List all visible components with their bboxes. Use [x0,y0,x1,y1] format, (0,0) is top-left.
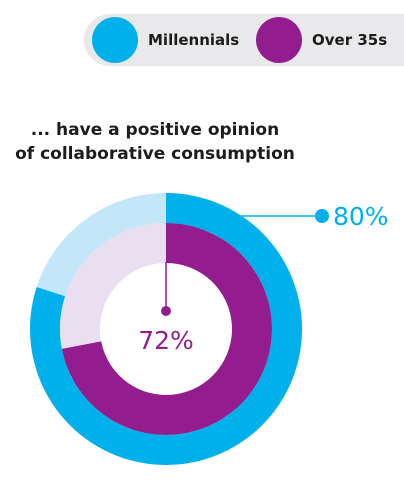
donut-slice-over-35s [61,223,273,436]
legend: Millennials Over 35s [84,14,404,66]
leader-dot-over-35s [161,306,171,316]
legend-item-over-35s: Over 35s [256,14,387,66]
legend-swatch-millennials [92,17,138,63]
legend-item-millennials: Millennials [92,14,239,66]
legend-label-over-35s: Over 35s [312,31,388,49]
legend-swatch-over-35s [256,17,302,63]
chart-title: ... have a positive opinion of collabora… [0,118,310,166]
donut-remainder-millennials [36,193,167,297]
leader-dot-millennials [315,209,329,223]
chart-title-line-1: ... have a positive opinion [30,120,280,140]
chart-title-line-2: of collaborative consumption [15,144,295,164]
data-label-millennials: 80% [333,202,389,231]
data-label-over-35s: 72% [138,326,194,355]
donut-remainder-over-35s [60,223,166,349]
legend-label-millennials: Millennials [148,31,240,49]
